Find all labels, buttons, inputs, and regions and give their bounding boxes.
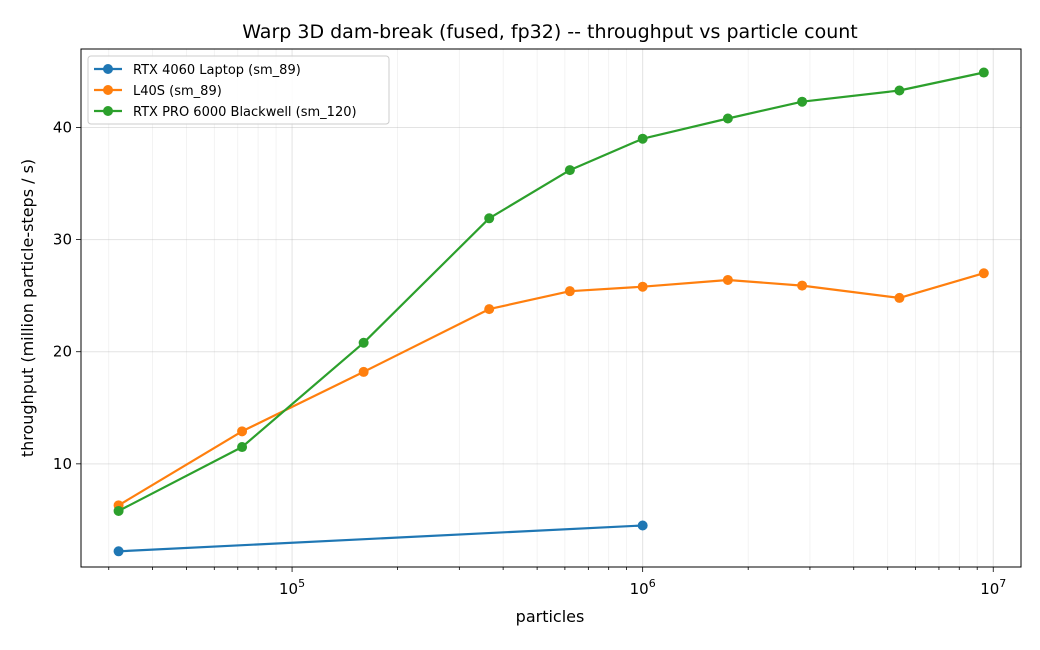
- series-line: [118, 524, 643, 553]
- data-point: [113, 546, 124, 557]
- legend-box: [87, 55, 390, 125]
- data-point: [564, 286, 575, 297]
- legend-label: RTX 4060 Laptop (sm_89): [133, 63, 301, 78]
- grid: [81, 49, 1021, 567]
- data-point: [722, 113, 733, 124]
- y-tick-label: 10: [53, 455, 72, 473]
- data-point: [237, 442, 248, 453]
- series-line: [118, 272, 985, 507]
- y-axis-label: throughput (million particle-steps / s): [18, 159, 37, 457]
- data-point: [637, 520, 648, 531]
- data-point: [637, 281, 648, 292]
- x-tick-label: 105: [279, 577, 305, 598]
- y-tick-label: 20: [53, 343, 72, 361]
- legend-label: RTX PRO 6000 Blackwell (sm_120): [133, 105, 357, 120]
- data-point: [978, 67, 989, 78]
- axis-ticks: 105 106 107 10 20 30 40: [53, 118, 1006, 598]
- data-point: [484, 304, 495, 315]
- x-tick-label: 106: [630, 577, 656, 598]
- y-tick-label: 40: [53, 118, 72, 136]
- data-point: [358, 337, 369, 348]
- data-point: [637, 133, 648, 144]
- data-point: [894, 292, 905, 303]
- data-point: [722, 274, 733, 285]
- plot-frame: [80, 48, 1022, 568]
- chart-title: Warp 3D dam-break (fused, fp32) -- throu…: [242, 21, 858, 43]
- data-point: [484, 213, 495, 224]
- data-point: [797, 96, 808, 107]
- data-point: [564, 165, 575, 176]
- legend-marker: [103, 106, 113, 116]
- data-point: [237, 426, 248, 437]
- data-point: [358, 366, 369, 377]
- legend-marker: [103, 64, 113, 74]
- x-axis-label: particles: [516, 607, 585, 626]
- y-tick-label: 30: [53, 231, 72, 249]
- data-point: [113, 505, 124, 516]
- data-point: [894, 85, 905, 96]
- legend-label: L40S (sm_89): [133, 84, 222, 99]
- data-point: [797, 280, 808, 291]
- legend: RTX 4060 Laptop (sm_89) L40S (sm_89) RTX P…: [87, 55, 390, 125]
- data-point: [978, 268, 989, 279]
- legend-marker: [103, 85, 113, 95]
- series-line: [118, 71, 985, 512]
- series-layer: [113, 67, 989, 557]
- x-tick-label: 107: [980, 577, 1006, 598]
